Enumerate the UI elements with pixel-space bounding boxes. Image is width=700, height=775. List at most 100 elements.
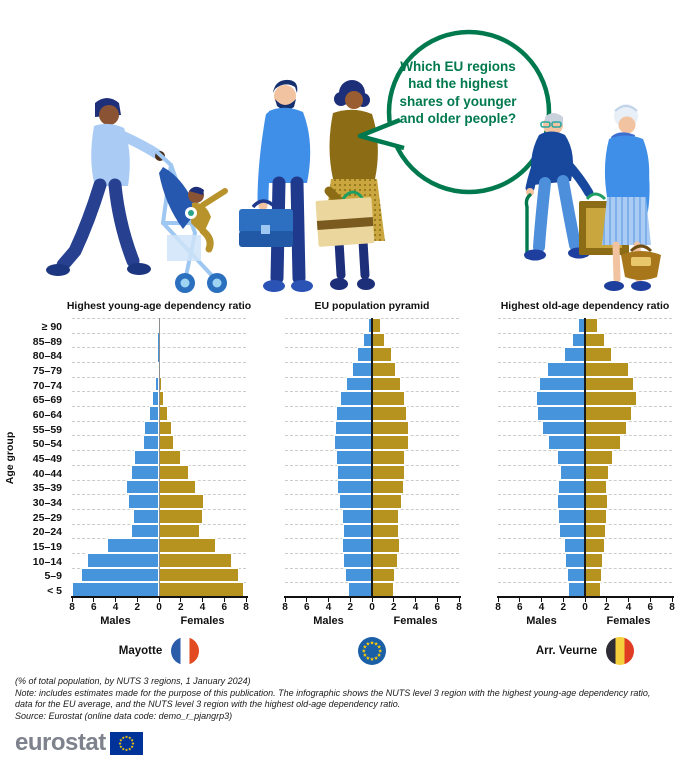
pyramid-bar-female [372,391,405,407]
pyramid-bar-female [372,538,400,553]
pyramid-bar-male [144,420,159,436]
age-group-label: 30–34 [32,497,62,510]
x-axis-tick-label: 0 [582,602,588,613]
pyramid-bar-female [159,582,244,597]
chart-title: Highest old-age dependency ratio [500,300,670,312]
pyramid-bar-male [342,523,372,539]
x-axis-tick [584,598,586,602]
pyramid-bar-female [159,450,181,465]
x-axis-tick-label: 2 [560,602,567,613]
pyramid-bar-male [344,567,372,583]
pyramid-bar-female [159,567,240,583]
pyramid-bar-female [372,420,409,436]
pyramid-bar-female [159,406,169,421]
age-group-label: 45–49 [32,453,62,466]
elderly-couple-illustration [524,104,661,291]
x-axis-tick [606,598,608,602]
x-axis-tick [180,598,182,602]
pyramid-bar-female [585,567,603,583]
x-axis-tick [71,598,73,602]
pyramid-bar-female [159,420,172,436]
pyramid-bar-female [372,582,394,597]
x-axis-tick-label: 0 [156,602,162,613]
age-group-label: 55–59 [32,423,62,436]
pyramid-bar-male [80,567,159,583]
pyramid-bar-male [156,362,159,377]
pyramid-bar-male [556,450,585,465]
pyramid-bar-female [159,391,165,407]
pyramid-bar-male [342,552,372,568]
males-label: Males [526,615,557,627]
pyramid-bar-male [539,376,585,392]
pyramid-bar-female [372,318,381,333]
pyramid-bar-male [565,552,585,568]
flag-belgium-icon [606,637,635,665]
pyramid-bar-female [159,362,162,377]
x-axis-tick [284,598,286,602]
pyramid-bar-female [372,523,400,539]
pyramid-bar-male [536,391,585,407]
pyramid-bar-female [372,552,399,568]
pyramid-bar-female [372,450,405,465]
eurostat-logo: eurostat [15,729,143,757]
age-group-label: 35–39 [32,482,62,495]
pyramid-plot-area: 8 6 4 2 0 2 4 6 8 Males Females Arr. Veurne [495,318,675,665]
pyramid-bar-male [130,523,159,539]
x-axis-tick-label: 8 [669,602,675,613]
pyramid-bar-male [133,450,159,465]
pyramid-center-axis [371,318,373,597]
pyramid-bar-male [559,464,585,480]
pyramid-bar-male [341,538,372,553]
pyramid-bar-male [558,523,585,539]
x-axis-tick [371,598,373,602]
eurostat-logo-text: eurostat [15,729,106,756]
pyramid-bar-male [356,347,372,363]
pyramid-bar-male [345,376,372,392]
x-axis-tick-label: 4 [112,602,119,613]
pyramid-bar-female [159,376,163,392]
age-group-labels: ≥ 90 85–89 80–84 75–79 70–74 65–69 60–64 55–59 5… [14,320,62,599]
age-group-label: 60–64 [32,409,62,422]
pyramid-bar-male [537,406,585,421]
pyramid-bar-female [585,318,598,333]
x-axis-tick-label: 8 [456,602,462,613]
x-axis-tick-label: 8 [495,602,501,613]
x-axis-tick [671,598,673,602]
chart-title: Highest young-age dependency ratio [66,300,252,312]
x-axis-tick-label: 6 [516,602,523,613]
pyramid-bar-female [372,567,395,583]
pyramid-bar-male [546,362,585,377]
females-label: Females [180,615,225,627]
pyramid-plot-area: 8 6 4 2 0 2 4 6 8 Males Females [282,318,462,665]
pyramid-bar-female [585,582,601,597]
pyramid-bar-male [335,420,372,436]
pyramid-bar-male [106,538,159,553]
pyramid-bar-male [558,508,585,524]
x-axis-tick [306,598,308,602]
region-label: Arr. Veurne [535,645,598,657]
pyramid-bar-female [585,479,608,495]
x-axis-tick [458,598,460,602]
age-group-label: 65–69 [32,394,62,407]
pyramid-bar-male [149,406,159,421]
pyramid-bar-female [585,406,632,421]
pyramid-bar-male [336,406,372,421]
pyramid-bar-female [159,464,190,480]
parent-with-stroller-illustration [46,98,228,293]
pyramid-bar-female [159,435,175,451]
pyramid-bar-male [142,435,159,451]
x-axis-tick [519,598,521,602]
x-axis-tick [349,598,351,602]
age-group-label: 75–79 [32,365,62,378]
x-axis-tick-label: 4 [325,602,332,613]
x-axis-tick [497,598,499,602]
x-axis-tick [158,598,160,602]
pyramid-bar-male [339,494,372,509]
age-group-label: 15–19 [32,541,62,554]
pyramid-bar-male [352,362,372,377]
pyramid-bar-male [130,464,159,480]
x-axis-tick-label: 6 [647,602,654,613]
females-label: Females [606,615,651,627]
pyramid-bar-female [372,376,402,392]
pyramid-bar-male [348,582,372,597]
